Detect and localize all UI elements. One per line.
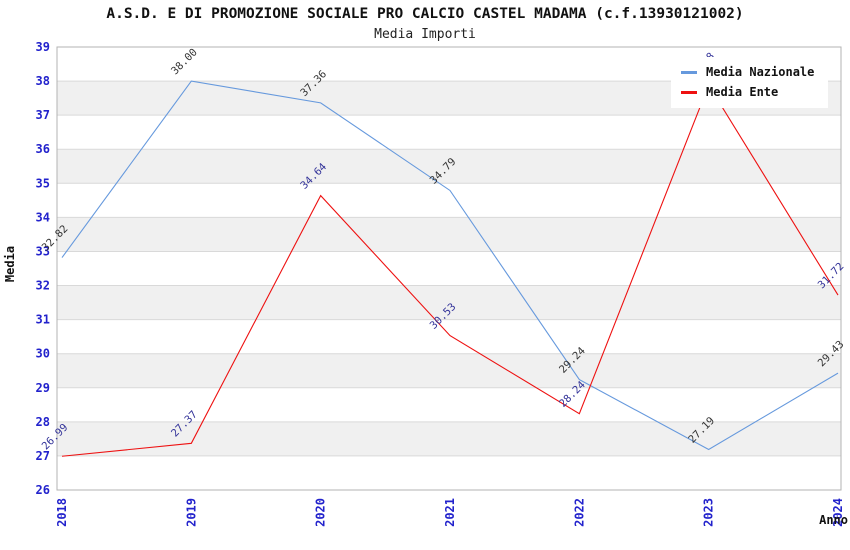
grid-band (57, 387, 841, 422)
series-line-media-nazionale (61, 80, 839, 451)
x-tick-label: 2020 (314, 498, 328, 527)
y-tick-label: 39 (36, 40, 50, 54)
y-tick-label: 27 (36, 449, 50, 463)
x-tick-label: 2024 (831, 498, 845, 527)
legend: Media Nazionale Media Ente (671, 57, 829, 108)
y-tick-label: 34 (36, 210, 50, 224)
grid-band (57, 319, 841, 354)
plot-border (56, 46, 842, 491)
x-tick-label: 2019 (184, 498, 198, 527)
grid-band (57, 115, 841, 150)
grid-band (57, 285, 841, 320)
grid-band (57, 149, 841, 184)
y-tick-label: 31 (36, 313, 50, 327)
x-tick-label: 2018 (55, 498, 69, 527)
y-tick-label: 28 (36, 415, 50, 429)
y-tick-label: 37 (36, 108, 50, 122)
y-tick-label: 32 (36, 279, 50, 293)
x-tick-label: 2023 (702, 498, 716, 527)
grid-band (57, 353, 841, 388)
x-axis-title: Anno (819, 513, 848, 527)
x-tick-label: 2022 (572, 498, 586, 527)
legend-swatch-media-ente (681, 90, 697, 94)
y-tick-label: 26 (36, 483, 50, 497)
grid-band (57, 183, 841, 218)
legend-label-media-ente: Media Ente (706, 85, 779, 99)
y-tick-label: 33 (36, 244, 50, 258)
legend-item-media-ente: Media Ente (681, 82, 814, 102)
y-tick-label: 36 (36, 142, 50, 156)
legend-label-media-nazionale: Media Nazionale (706, 65, 815, 79)
legend-item-media-nazionale: Media Nazionale (681, 62, 814, 82)
grid-band (57, 217, 841, 252)
x-tick-label: 2021 (443, 498, 457, 527)
legend-swatch-media-nazionale (681, 70, 697, 74)
y-tick-label: 35 (36, 176, 50, 190)
y-axis-title: Media (3, 245, 17, 283)
grid-band (57, 455, 841, 490)
grid-band (57, 251, 841, 286)
y-tick-label: 30 (36, 347, 50, 361)
y-tick-label: 38 (36, 74, 50, 88)
chart-subtitle: Media Importi (374, 27, 476, 42)
y-tick-label: 29 (36, 381, 50, 395)
chart-title: A.S.D. E DI PROMOZIONE SOCIALE PRO CALCI… (106, 6, 744, 22)
grid-band (57, 421, 841, 456)
